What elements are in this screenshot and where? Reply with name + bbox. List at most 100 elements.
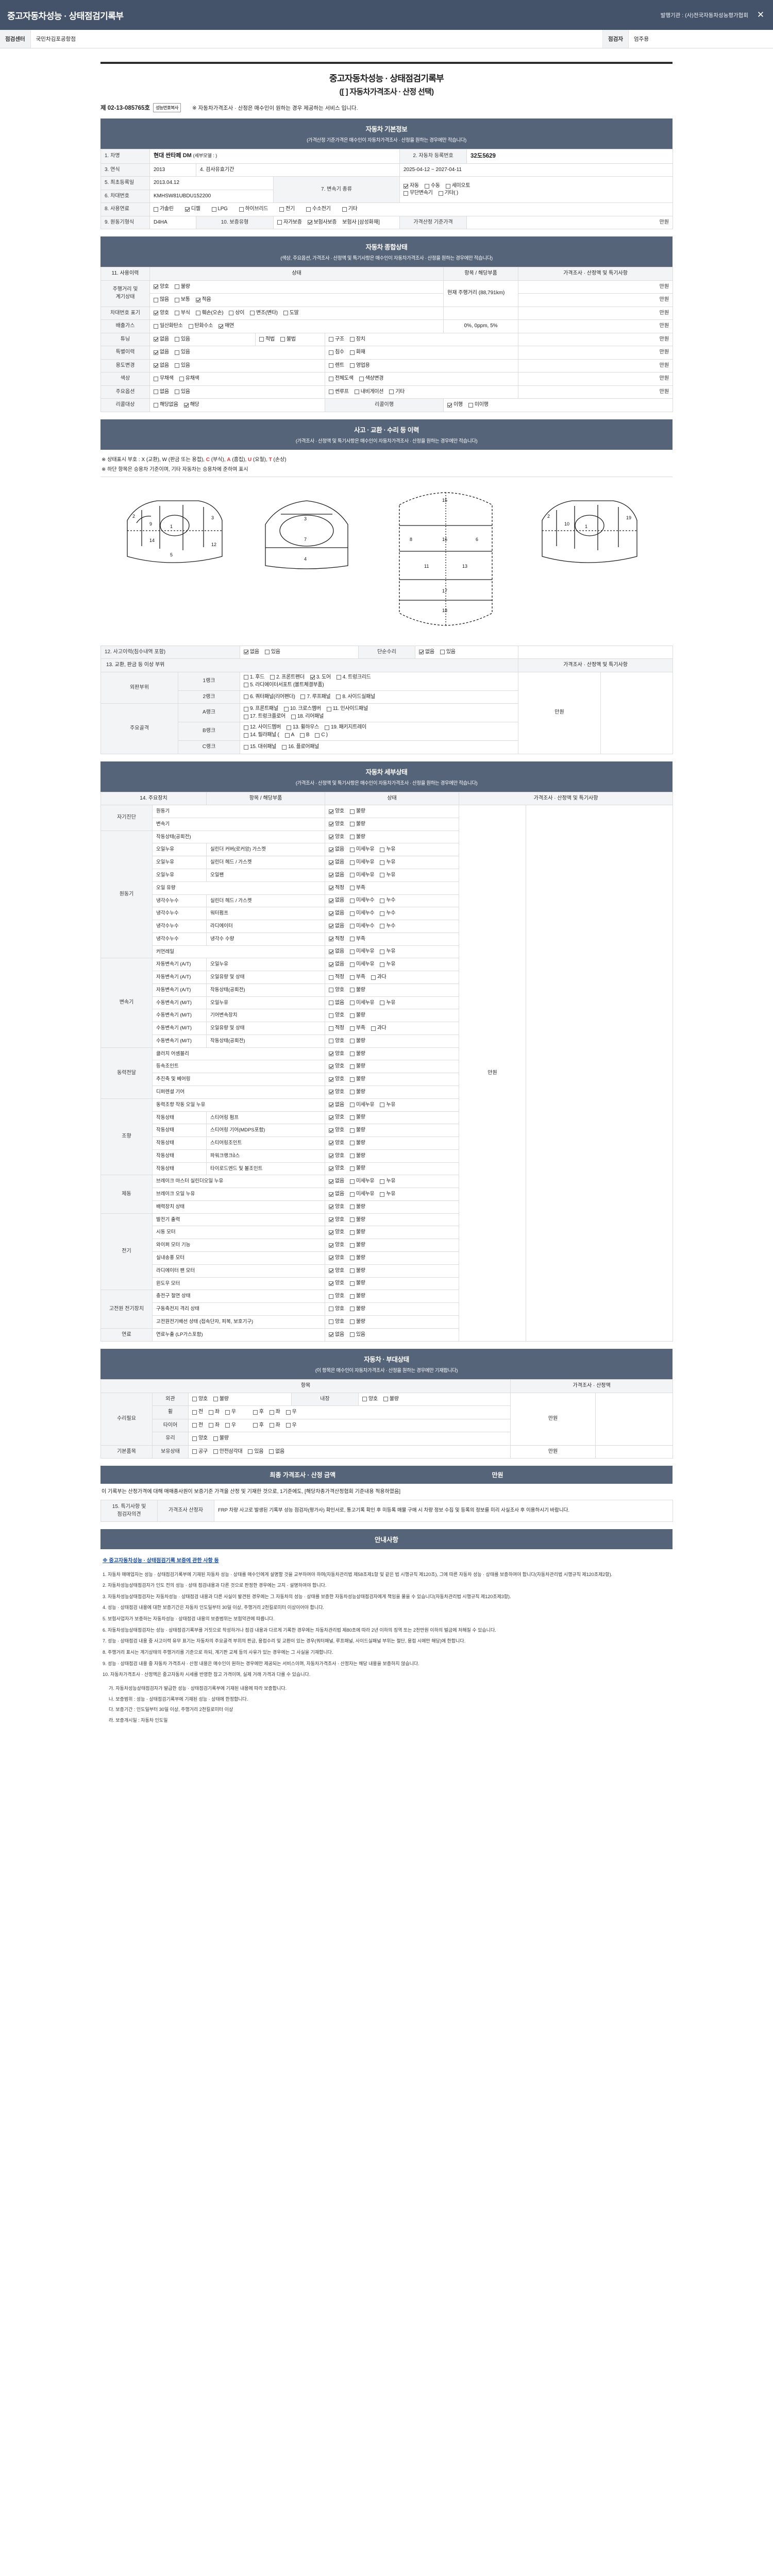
- detail-option-0[interactable]: 양호: [329, 1166, 344, 1171]
- detail-option-1[interactable]: 미세누유: [349, 847, 375, 852]
- detail-option-1[interactable]: 불량: [349, 1268, 365, 1274]
- part-dash-panel[interactable]: 15. 대쉬패널: [244, 744, 276, 750]
- mileage-option-good[interactable]: 양호: [154, 284, 169, 290]
- fuel-option-hybrid[interactable]: 하이브리드: [239, 207, 268, 212]
- vin-option-damage[interactable]: 훼손(오손): [195, 310, 224, 316]
- exterior-good[interactable]: 양호: [192, 1396, 208, 1402]
- part-side-sill-panel[interactable]: 8. 사이드실패널: [336, 694, 375, 700]
- recall-option-na[interactable]: 해당없음: [154, 402, 178, 408]
- detail-option-0[interactable]: 양호: [329, 1153, 344, 1159]
- detail-option-2[interactable]: 누유: [380, 1179, 396, 1184]
- wheel-front-right[interactable]: 우: [225, 1410, 236, 1415]
- copy-performance-number-button[interactable]: 성능번호복사: [153, 103, 181, 112]
- detail-option-1[interactable]: 부족: [349, 975, 365, 980]
- usage-option-none[interactable]: 없음: [154, 363, 169, 368]
- warranty-option-insurer[interactable]: 보험사보증: [307, 219, 337, 225]
- detail-option-2[interactable]: 과다: [371, 975, 386, 980]
- detail-option-0[interactable]: 없음: [329, 923, 344, 929]
- detail-option-0[interactable]: 없음: [329, 1000, 344, 1006]
- emission-option-co[interactable]: 일산화탄소: [154, 324, 183, 329]
- wheel-rear[interactable]: 후: [253, 1410, 264, 1415]
- option-none[interactable]: 없음: [154, 389, 169, 395]
- transmission-option-manual[interactable]: 수동: [424, 183, 440, 189]
- close-icon[interactable]: ✕: [757, 10, 765, 20]
- detail-option-0[interactable]: 양호: [329, 1051, 344, 1057]
- detail-option-0[interactable]: 양호: [329, 1013, 344, 1018]
- detail-option-0[interactable]: 없음: [329, 1102, 344, 1108]
- detail-option-1[interactable]: 미세누유: [349, 1000, 375, 1006]
- detail-option-0[interactable]: 양호: [329, 1294, 344, 1299]
- special-option-flood[interactable]: 침수: [329, 350, 344, 355]
- detail-option-1[interactable]: 불량: [349, 1077, 365, 1082]
- emission-option-smoke[interactable]: 매연: [219, 324, 234, 329]
- accident-option-none[interactable]: 없음: [244, 649, 259, 655]
- part-rear-panel[interactable]: 18. 리어패널: [291, 714, 324, 719]
- tire-front-right[interactable]: 우: [225, 1422, 236, 1428]
- fuel-option-electric[interactable]: 전기: [279, 207, 295, 212]
- tire-rear[interactable]: 후: [253, 1422, 264, 1428]
- part-side-member[interactable]: 12. 사이드멤버: [244, 725, 281, 730]
- color-option-achromatic[interactable]: 무채색: [154, 376, 174, 381]
- part-radiator-support[interactable]: 5. 라디에이터서포트 (볼트체결부품): [244, 682, 324, 688]
- detail-option-1[interactable]: 불량: [349, 987, 365, 993]
- fuel-option-lpg[interactable]: LPG: [211, 207, 228, 212]
- special-option-fire[interactable]: 화재: [349, 350, 365, 355]
- recall-done-yes[interactable]: 이행: [447, 402, 463, 408]
- detail-option-1[interactable]: 부족: [349, 885, 365, 891]
- detail-option-1[interactable]: 미세누유: [349, 949, 375, 954]
- detail-option-0[interactable]: 양호: [329, 834, 344, 840]
- exterior-bad[interactable]: 불량: [213, 1396, 229, 1402]
- part-floor-panel[interactable]: 16. 플로어패널: [282, 744, 319, 750]
- vin-option-corrosion[interactable]: 부식: [174, 310, 190, 316]
- part-front-panel[interactable]: 9. 프론트패널: [244, 706, 278, 711]
- detail-option-0[interactable]: 양호: [329, 1064, 344, 1069]
- detail-option-1[interactable]: 불량: [349, 1115, 365, 1120]
- detail-option-1[interactable]: 미세누수: [349, 898, 375, 903]
- usage-option-yes[interactable]: 있음: [174, 363, 190, 368]
- detail-option-0[interactable]: 양호: [329, 1243, 344, 1248]
- detail-option-0[interactable]: 양호: [329, 1038, 344, 1044]
- detail-option-1[interactable]: 미세누유: [349, 1102, 375, 1108]
- detail-option-1[interactable]: 불량: [349, 1243, 365, 1248]
- detail-option-1[interactable]: 불량: [349, 1166, 365, 1171]
- detail-option-1[interactable]: 불량: [349, 1128, 365, 1133]
- transmission-option-other[interactable]: 기타( ): [438, 191, 458, 196]
- part-quarter-panel[interactable]: 6. 쿼터패널(리어펜더): [244, 694, 295, 700]
- part-front-fender[interactable]: 2. 프론트펜더: [270, 674, 305, 680]
- detail-option-1[interactable]: 불량: [349, 1038, 365, 1044]
- detail-option-0[interactable]: 없음: [329, 860, 344, 865]
- part-trunk-lid[interactable]: 4. 트렁크리드: [336, 674, 371, 680]
- mileage-option-bad[interactable]: 불량: [174, 284, 190, 290]
- detail-option-1[interactable]: 미세누수: [349, 923, 375, 929]
- part-wheel-house[interactable]: 13. 휠하우스: [286, 725, 319, 730]
- tuning-option-none[interactable]: 없음: [154, 336, 169, 342]
- interior-good[interactable]: 양호: [362, 1396, 378, 1402]
- part-pillar-panel[interactable]: 14. 필라패널 (: [244, 733, 279, 738]
- detail-option-0[interactable]: 적정: [329, 975, 344, 980]
- part-pillar-a[interactable]: A: [284, 733, 294, 738]
- detail-option-0[interactable]: 양호: [329, 1217, 344, 1223]
- detail-option-0[interactable]: 양호: [329, 1115, 344, 1120]
- tuning-option-legal[interactable]: 적법: [259, 336, 275, 342]
- accident-option-yes[interactable]: 있음: [264, 649, 280, 655]
- detail-option-0[interactable]: 양호: [329, 1204, 344, 1210]
- tuning-option-illegal[interactable]: 불법: [280, 336, 296, 342]
- part-inside-panel[interactable]: 11. 인사이드패널: [326, 706, 368, 711]
- detail-option-2[interactable]: 누수: [380, 923, 396, 929]
- detail-option-0[interactable]: 양호: [329, 1140, 344, 1146]
- part-package-tray[interactable]: 19. 패키지트레이: [325, 725, 366, 730]
- detail-option-0[interactable]: 없음: [329, 949, 344, 954]
- detail-option-1[interactable]: 불량: [349, 809, 365, 814]
- mileage-amount-normal[interactable]: 보통: [174, 297, 190, 302]
- detail-option-2[interactable]: 과다: [371, 1026, 386, 1031]
- detail-option-0[interactable]: 없음: [329, 1192, 344, 1197]
- detail-option-1[interactable]: 불량: [349, 1051, 365, 1057]
- glass-good[interactable]: 양호: [192, 1436, 208, 1441]
- detail-option-0[interactable]: 양호: [329, 1077, 344, 1082]
- special-option-none[interactable]: 없음: [154, 350, 169, 355]
- detail-option-1[interactable]: 미세누유: [349, 962, 375, 967]
- detail-option-0[interactable]: 양호: [329, 1268, 344, 1274]
- part-cross-member[interactable]: 10. 크로스멤버: [283, 706, 321, 711]
- basic-item-absent[interactable]: 없음: [269, 1449, 284, 1454]
- detail-option-0[interactable]: 없음: [329, 898, 344, 903]
